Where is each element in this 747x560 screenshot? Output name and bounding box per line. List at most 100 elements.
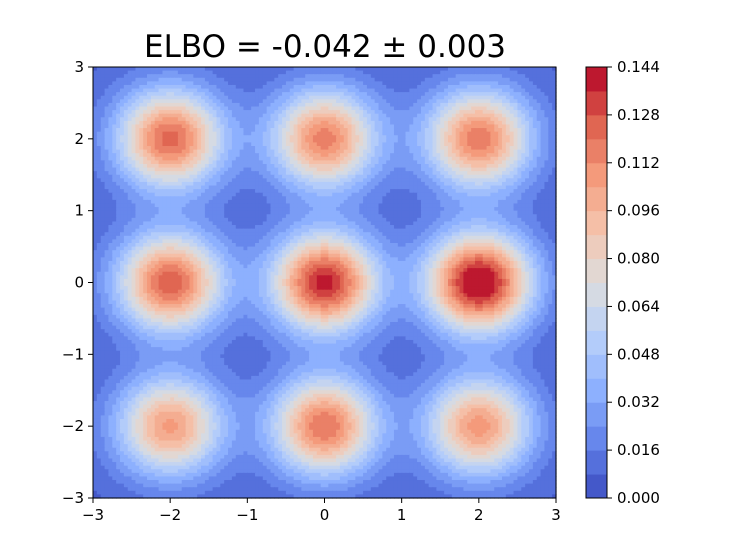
contour-cell [174,203,179,208]
contour-cell [540,207,546,212]
contour-cell [525,210,530,215]
contour-cell [316,138,322,144]
contour-cell [150,92,156,97]
contour-cell [525,99,530,104]
contour-cell [521,156,526,161]
contour-cell [297,110,302,115]
contour-cell [100,192,106,197]
contour-cell [93,77,98,82]
contour-cell [266,174,272,179]
contour-cell [305,199,310,205]
contour-cell [355,214,360,219]
contour-cell [93,192,98,197]
contour-cell [501,131,507,136]
contour-cell [505,153,511,158]
contour-cell [525,199,530,205]
contour-cell [401,95,407,100]
contour-cell [505,102,511,108]
contour-cell [270,167,275,172]
contour-cell [336,171,341,176]
contour-cell [328,106,333,111]
contour-cell [536,153,542,158]
contour-cell [409,131,414,136]
contour-cell [131,110,137,115]
contour-cell [278,214,283,219]
contour-cell [413,74,418,79]
contour-cell [197,163,202,169]
contour-cell [112,156,117,161]
contour-cell [112,88,117,93]
contour-cell [154,203,160,208]
contour-cell [359,128,364,133]
contour-cell [285,95,291,100]
contour-cell [201,181,206,187]
contour-cell [447,196,453,201]
contour-cell [96,153,102,158]
contour-cell [505,128,511,133]
contour-cell [517,128,522,133]
contour-cell [532,207,538,212]
contour-cell [370,146,376,151]
contour-cell [501,77,507,82]
contour-cell [390,124,395,129]
contour-cell [228,102,233,108]
contour-cell [139,88,144,93]
contour-cell [409,196,414,201]
contour-cell [147,214,152,219]
contour-cell [355,95,360,100]
contour-cell [112,131,117,136]
contour-cell [274,120,279,126]
contour-cell [509,67,515,72]
contour-cell [278,203,283,208]
contour-cell [162,120,167,126]
contour-cell [316,70,322,75]
contour-cell [174,88,179,93]
contour-cell [158,210,164,215]
contour-cell [536,120,542,126]
contour-cell [320,95,326,100]
contour-cell [536,124,542,129]
contour-cell [444,171,449,176]
contour-cell [123,181,129,187]
contour-cell [386,146,391,151]
contour-cell [363,135,368,140]
contour-cell [212,88,218,93]
contour-cell [505,74,511,79]
contour-cell [231,138,237,144]
contour-cell [386,110,391,115]
contour-cell [451,156,457,161]
contour-cell [548,156,553,161]
contour-cell [428,128,434,133]
contour-cell [301,203,306,208]
contour-cell [521,88,526,93]
contour-cell [258,77,264,82]
contour-cell [359,181,364,187]
contour-cell [505,149,511,154]
contour-cell [339,178,345,183]
contour-cell [417,117,422,122]
contour-cell [347,81,353,86]
contour-cell [440,189,445,194]
contour-cell [162,156,167,161]
contour-cell [116,106,121,111]
contour-cell [104,77,110,82]
contour-cell [405,207,410,212]
contour-cell [343,181,349,187]
contour-cell [393,113,399,118]
contour-cell [274,84,279,90]
contour-cell [482,81,488,86]
contour-cell [131,167,137,172]
contour-cell [150,131,156,136]
contour-cell [258,74,264,79]
contour-cell [158,106,164,111]
contour-cell [420,120,426,126]
contour-cell [467,81,472,86]
contour-cell [170,189,175,194]
contour-cell [513,99,519,104]
contour-cell [139,210,144,215]
contour-cell [131,160,137,165]
contour-cell [370,149,376,154]
contour-cell [231,214,237,219]
contour-cell [386,67,391,72]
contour-cell [513,192,519,197]
